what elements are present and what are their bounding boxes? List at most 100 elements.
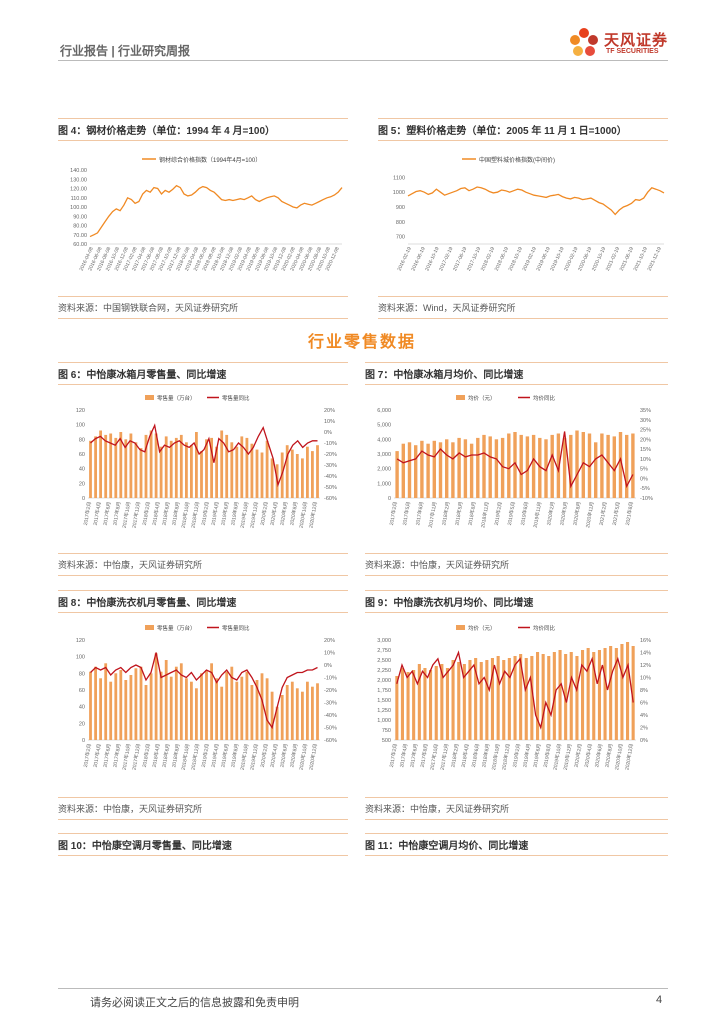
y-left-tick-label: 2,250 bbox=[377, 668, 391, 674]
legend-line-label: 均价同比 bbox=[533, 624, 556, 632]
x-tick-label: 2017年2月 bbox=[388, 501, 399, 526]
bar bbox=[316, 445, 319, 498]
bar bbox=[513, 656, 517, 740]
bar bbox=[631, 646, 635, 740]
x-tick-label: 2020年8月 bbox=[571, 501, 582, 526]
bar bbox=[190, 445, 193, 498]
y-right-tick-label: -50% bbox=[324, 726, 337, 732]
bar bbox=[519, 654, 523, 740]
bar bbox=[220, 430, 224, 498]
x-tick-label: 2017年6月 bbox=[408, 743, 419, 768]
bar bbox=[190, 681, 193, 740]
x-tick-label: 2020年11月 bbox=[584, 501, 595, 528]
bar bbox=[245, 671, 249, 740]
bar bbox=[541, 654, 545, 740]
bar bbox=[124, 439, 128, 498]
bar bbox=[94, 666, 97, 740]
legend-bar-swatch bbox=[145, 395, 154, 400]
bar bbox=[301, 458, 304, 498]
y-left-tick-label: 1,500 bbox=[377, 698, 391, 704]
x-tick-label: 2017年8月 bbox=[414, 501, 425, 526]
legend-line-label: 零售量同比 bbox=[222, 394, 250, 402]
bar bbox=[154, 433, 158, 498]
figure-9-caption: 图 9：中怡康洗衣机月均价、同比增速 bbox=[365, 590, 668, 613]
x-tick-label: 2019年6月 bbox=[219, 743, 230, 768]
y-left-tick-label: 5,000 bbox=[377, 423, 391, 429]
x-tick-label: 2018年4月 bbox=[151, 743, 162, 768]
bar bbox=[174, 437, 178, 498]
bar bbox=[618, 432, 623, 498]
bar bbox=[250, 443, 254, 498]
bar bbox=[426, 443, 430, 498]
x-tick-label: 2018年10月 bbox=[180, 743, 192, 770]
y-left-tick-label: 2,500 bbox=[377, 658, 391, 664]
y-right-tick-label: 6% bbox=[640, 701, 648, 707]
bar bbox=[457, 437, 461, 498]
x-tick-label: 2018年2月 bbox=[440, 501, 451, 526]
bar bbox=[89, 671, 92, 740]
bar bbox=[440, 664, 444, 740]
bar bbox=[451, 660, 455, 740]
y-right-tick-label: 25% bbox=[640, 428, 651, 434]
bar bbox=[260, 673, 264, 740]
bar bbox=[612, 436, 616, 498]
bar bbox=[316, 683, 319, 740]
y-right-tick-label: 35% bbox=[640, 408, 651, 414]
washer-price-chart: 均价（元） 均价同比 3,000 2,750 2,500 2,250 2,000 1,750 1… bbox=[366, 618, 666, 788]
x-tick-label: 2021年2月 bbox=[598, 501, 609, 526]
figure-4-caption: 图 4：钢材价格走势（单位：1994 年 4 月=100） bbox=[58, 118, 348, 141]
bar bbox=[210, 437, 213, 498]
bar bbox=[603, 648, 607, 740]
washer-volume-chart: 零售量（万台） 零售量同比 120 100 80 60 40 20 0 20% 10% 0% -10% -… bbox=[60, 618, 350, 788]
figure-4-source: 资料来源：中国钢铁联合网，天风证券研究所 bbox=[58, 296, 348, 319]
figure-5-source: 资料来源：Wind，天风证券研究所 bbox=[378, 296, 668, 319]
x-tick-label: 2020年8月 bbox=[288, 501, 299, 526]
x-tick-label: 2017年6月 bbox=[102, 501, 113, 526]
bar bbox=[606, 434, 610, 498]
bar bbox=[119, 670, 123, 740]
y-left-tick-label: 120 bbox=[76, 408, 85, 414]
bar bbox=[468, 660, 472, 740]
x-tick-label: 2018年8月 bbox=[170, 743, 181, 768]
bar bbox=[139, 448, 143, 498]
bar bbox=[210, 663, 213, 740]
bar bbox=[412, 670, 416, 740]
x-tick-label: 2019年6月 bbox=[219, 501, 230, 526]
plastic-price-chart: 中国塑料城价格指数(中间价) 1100 1000 900 800 700 2016-02-1… bbox=[378, 148, 670, 290]
header-divider bbox=[58, 60, 668, 61]
y-left-tick-label: 1,000 bbox=[377, 481, 391, 487]
y-right-tick-label: 20% bbox=[324, 638, 335, 644]
bar bbox=[129, 675, 133, 740]
y-left-tick-label: 1,000 bbox=[377, 718, 391, 724]
bar bbox=[119, 432, 123, 498]
bar bbox=[564, 654, 568, 740]
y-left-tick-label: 2,000 bbox=[377, 467, 391, 473]
x-tick-label: 2019年12月 bbox=[248, 743, 260, 770]
figure-6-source: 资料来源：中怡康，天风证券研究所 bbox=[58, 553, 348, 576]
x-tick-label: 2020年2月 bbox=[545, 501, 556, 526]
bar bbox=[401, 443, 405, 498]
y-left-tick-label: 2,000 bbox=[377, 678, 391, 684]
bar bbox=[260, 452, 264, 498]
bar bbox=[169, 440, 173, 498]
y-right-tick-label: -40% bbox=[324, 713, 337, 719]
x-tick-label: 2018年2月 bbox=[141, 743, 152, 768]
y-right-tick-label: 8% bbox=[640, 688, 648, 694]
x-tick-label: 2017年5月 bbox=[401, 501, 412, 526]
logo-text-en: TF SECURITIES bbox=[606, 48, 659, 55]
bar bbox=[547, 656, 551, 740]
x-tick-label: 2019年4月 bbox=[210, 743, 221, 768]
bar bbox=[195, 432, 198, 498]
bar bbox=[109, 681, 113, 740]
y-right-tick-label: 20% bbox=[640, 437, 651, 443]
y-right-tick-label: 0% bbox=[640, 738, 648, 744]
bar bbox=[476, 437, 480, 498]
bar bbox=[149, 430, 153, 498]
y-tick-label: 80.00 bbox=[73, 224, 87, 230]
y-right-tick-label: -20% bbox=[324, 452, 337, 458]
x-tick-label: 2020年10月 bbox=[298, 743, 310, 770]
bar bbox=[544, 439, 548, 498]
x-tick-label: 2018年12月 bbox=[190, 501, 202, 528]
bar bbox=[134, 442, 138, 498]
bar bbox=[144, 434, 148, 498]
